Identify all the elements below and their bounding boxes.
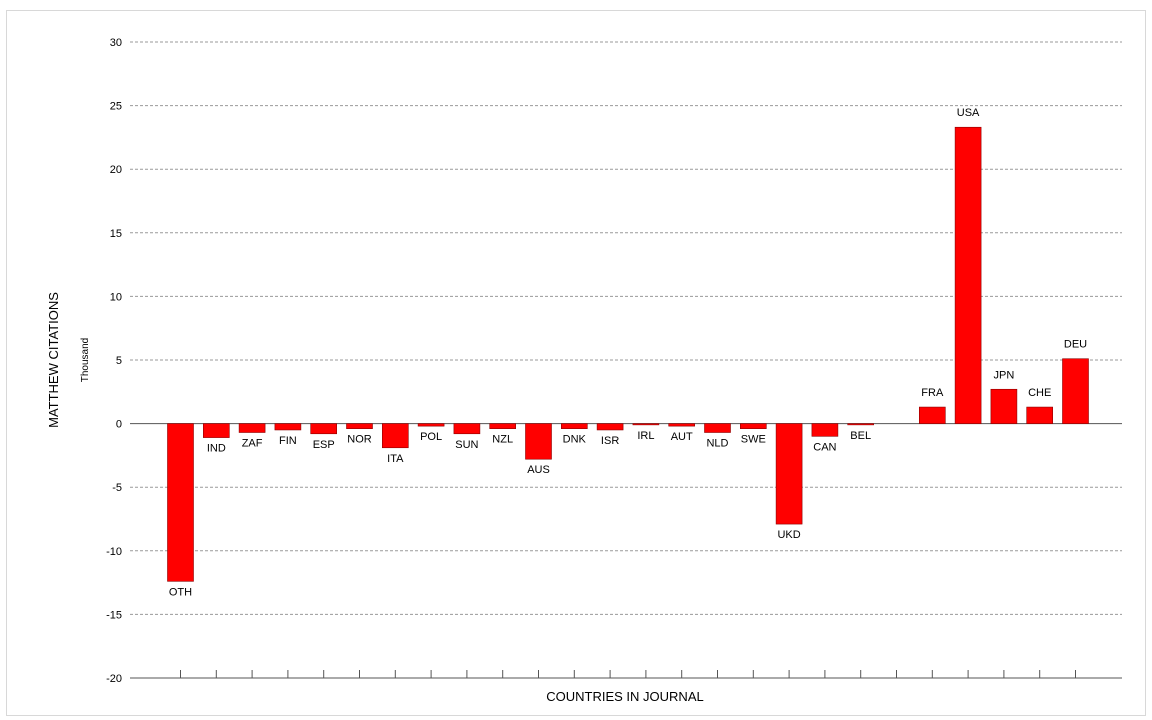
bar-ukd [775, 423, 803, 525]
chart-frame [6, 10, 1146, 716]
bar-nor [346, 423, 373, 429]
y-tick-label: 25 [110, 101, 122, 113]
bar-label-che: CHE [1028, 387, 1051, 399]
bar-sun [453, 423, 481, 435]
bar-label-swe: SWE [741, 434, 766, 446]
y-axis-unit: Thousand [80, 338, 91, 382]
bar-label-jpn: JPN [994, 369, 1015, 381]
y-tick-label: 10 [110, 291, 122, 303]
bar-nzl [489, 423, 517, 429]
bar-oth [167, 423, 194, 582]
bar-label-usa: USA [957, 107, 980, 119]
bar-fin [274, 423, 302, 431]
bar-ita [381, 423, 409, 449]
bar-label-esp: ESP [313, 439, 335, 451]
bar-fra [918, 406, 946, 424]
bar-label-fra: FRA [921, 387, 944, 399]
bar-irl [632, 423, 660, 426]
bar-label-ind: IND [207, 443, 226, 455]
bar-deu [1062, 358, 1089, 424]
bar-isr [596, 423, 624, 431]
y-tick-label: -20 [106, 673, 122, 685]
bar-labels: OTH IND ZAF FIN ESP NOR ITA POL SUN NZL AUS DNK ISR I… [169, 107, 1087, 598]
bar-label-bel: BEL [850, 430, 871, 442]
bars [167, 126, 1089, 582]
bar-label-sun: SUN [455, 439, 478, 451]
y-tick-label: 5 [116, 355, 122, 367]
bar-label-oth: OTH [169, 586, 192, 598]
bar-dnk [560, 423, 588, 429]
bar-bel [847, 423, 875, 426]
bar-jpn [990, 388, 1018, 424]
y-tick-label: -15 [106, 609, 122, 621]
bar-can [811, 423, 839, 437]
bar-label-aut: AUT [671, 431, 693, 443]
y-tick-label: 15 [110, 228, 122, 240]
bar-label-fin: FIN [279, 435, 297, 447]
bar-nld [704, 423, 731, 433]
bar-esp [310, 423, 338, 435]
bar-label-deu: DEU [1064, 339, 1087, 351]
bar-label-can: CAN [813, 441, 836, 453]
bar-label-nzl: NZL [492, 434, 513, 446]
y-axis-title: MATTHEW CITATIONS [46, 292, 61, 428]
bar-che [1026, 406, 1053, 424]
bar-aus [525, 423, 552, 460]
bar-label-aus: AUS [527, 464, 550, 476]
bar-usa [954, 126, 982, 424]
bar-swe [739, 423, 767, 429]
bar-label-zaf: ZAF [242, 438, 263, 450]
y-tick-label: -5 [112, 482, 122, 494]
bar-ind [203, 423, 230, 438]
y-tick-label: 0 [116, 419, 122, 431]
y-tick-label: -10 [106, 546, 122, 558]
bar-label-nor: NOR [347, 434, 372, 446]
bar-label-nld: NLD [706, 438, 728, 450]
bar-label-irl: IRL [637, 430, 654, 442]
x-axis-title: COUNTRIES IN JOURNAL [546, 689, 703, 704]
bar-label-ukd: UKD [777, 529, 800, 541]
bar-label-dnk: DNK [563, 434, 587, 446]
bar-label-isr: ISR [601, 435, 619, 447]
bar-zaf [238, 423, 266, 433]
y-tick-label: 20 [110, 164, 122, 176]
y-tick-label: 30 [110, 37, 122, 49]
bar-label-ita: ITA [387, 453, 404, 465]
bar-label-pol: POL [420, 431, 442, 443]
bar-aut [668, 423, 696, 427]
bar-pol [417, 423, 445, 427]
